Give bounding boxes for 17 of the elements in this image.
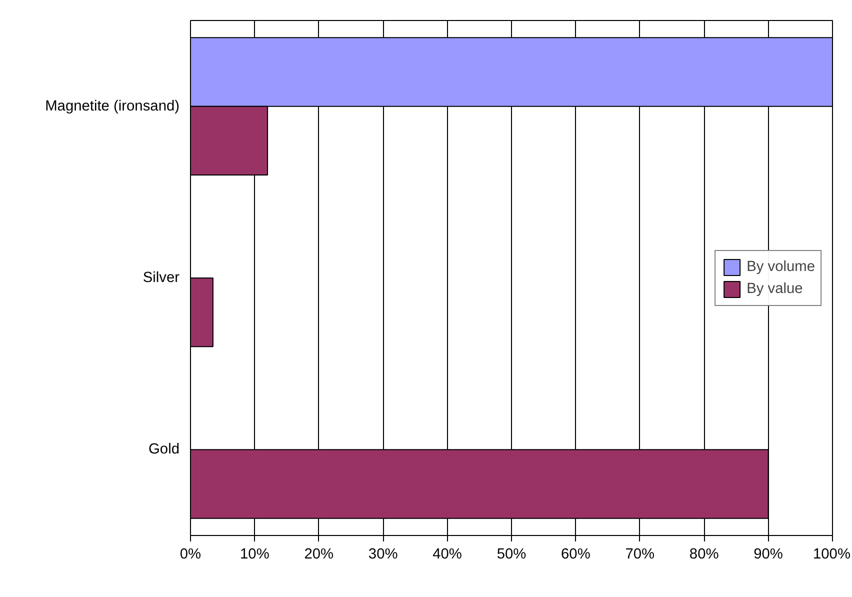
x-tick-label: 70%: [625, 546, 655, 562]
x-tick-label: 100%: [813, 546, 851, 562]
legend-label: By value: [746, 280, 803, 296]
x-tick-label: 80%: [689, 546, 719, 562]
x-tick-label: 0%: [180, 546, 202, 562]
x-tick-label: 90%: [754, 546, 783, 562]
legend-label: By volume: [746, 258, 815, 274]
y-tick-label: Gold: [148, 442, 180, 458]
x-tick-label: 20%: [304, 546, 334, 562]
x-tick-label: 50%: [496, 546, 526, 562]
bar: [190, 278, 214, 348]
y-tick-label: Magnetite (ironsand): [45, 98, 180, 114]
x-tick-label: 10%: [240, 546, 270, 562]
y-tick-label: Silver: [142, 270, 180, 286]
x-tick-label: 30%: [368, 546, 398, 562]
x-tick-label: 60%: [561, 546, 590, 562]
x-tick-label: 40%: [432, 546, 462, 562]
